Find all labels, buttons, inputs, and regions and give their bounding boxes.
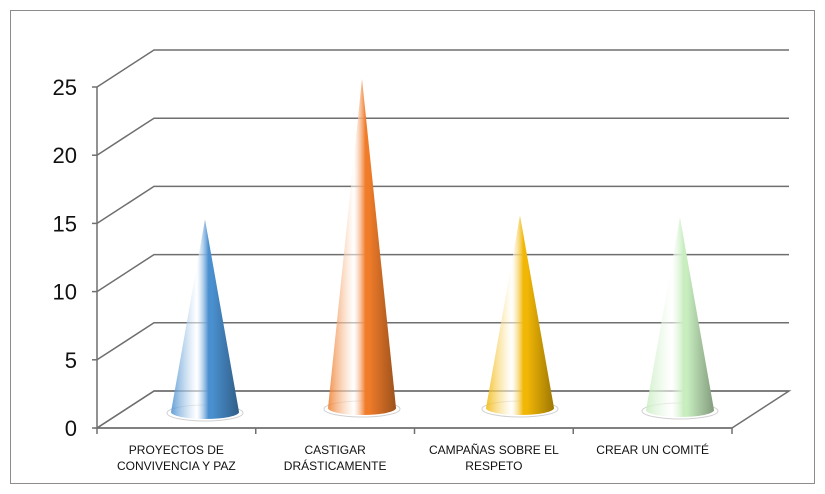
- cone-bar: [323, 79, 401, 418]
- gridline: [96, 322, 789, 361]
- y-tick-label: 5: [65, 348, 77, 373]
- gridline: [96, 49, 789, 88]
- x-category-label: CAMPAÑAS SOBRE EL RESPETO: [429, 443, 559, 473]
- gridline: [96, 185, 789, 225]
- y-tick-label: 15: [53, 211, 77, 236]
- y-tick-label: 10: [53, 280, 77, 305]
- chart-cones: [166, 79, 719, 422]
- gridline: [96, 117, 789, 156]
- x-axis-labels: PROYECTOS DE CONVIVENCIA Y PAZ CASTIGAR DRÁ…: [117, 442, 709, 473]
- cone-bar: [481, 215, 559, 418]
- cone-bar: [641, 217, 719, 420]
- y-tick-label: 20: [53, 143, 77, 168]
- x-category-label: PROYECTOS DE CONVIVENCIA Y PAZ: [117, 443, 236, 473]
- x-category-label: CASTIGAR DRÁSTICAMENTE: [284, 443, 387, 473]
- x-category-label: CREAR UN COMITÉ: [596, 442, 709, 457]
- y-tick-label: 25: [53, 75, 77, 100]
- gridline: [96, 253, 789, 293]
- cone-bar: [166, 219, 244, 422]
- y-axis-ticks: 0 5 10 15 20 25: [53, 75, 77, 441]
- chart-axes: [92, 86, 733, 434]
- y-tick-label: 0: [65, 416, 77, 441]
